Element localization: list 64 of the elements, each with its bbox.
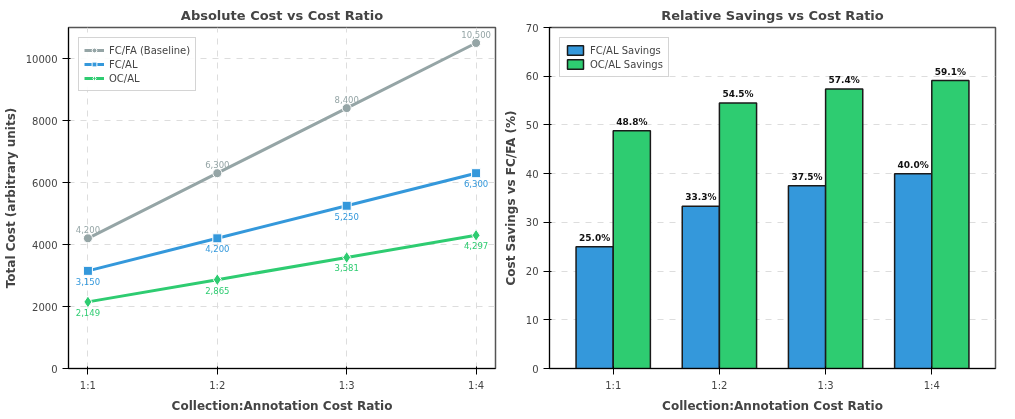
y-tick-label: 60	[525, 71, 539, 83]
x-tick-label: 1:4	[923, 379, 940, 391]
point	[212, 168, 223, 179]
point	[341, 103, 352, 114]
data-label: 6,300	[463, 179, 489, 190]
y-tick-label: 4000	[32, 239, 58, 251]
point	[83, 295, 93, 309]
data-label: 10,500	[461, 30, 491, 40]
data-label: 37.5%	[791, 171, 823, 182]
data-label: 3,150	[75, 276, 101, 287]
legend-label: FC/FA (Baseline)	[109, 43, 191, 57]
y-tick-label: 70	[525, 22, 539, 34]
x-tick-label: 1:1	[79, 379, 96, 391]
legend-label: OC/AL	[109, 71, 140, 85]
data-label: 25.0%	[579, 232, 611, 243]
y-tick-label: 0	[532, 363, 539, 375]
y-axis-title: Total Cost (arbitrary units)	[3, 107, 18, 289]
x-tick-label: 1:2	[209, 379, 226, 391]
data-label: 6,300	[205, 160, 230, 171]
data-label: 48.8%	[616, 116, 648, 127]
data-label: 57.4%	[828, 74, 860, 85]
y-tick-label: 50	[525, 119, 539, 131]
point	[341, 200, 352, 211]
y-tick-label: 20	[525, 266, 539, 278]
y-tick-label: 40	[525, 168, 539, 180]
data-label: 5,250	[334, 211, 359, 222]
y-tick-label: 8000	[32, 115, 58, 127]
chart-title: Absolute Cost vs Cost Ratio	[180, 7, 384, 23]
y-tick-label: 6000	[32, 177, 58, 189]
data-label: 40.0%	[897, 159, 929, 170]
point	[471, 228, 481, 242]
point	[212, 273, 222, 287]
data-label: 54.5%	[722, 88, 754, 99]
point	[471, 38, 482, 48]
y-tick-label: 0	[51, 363, 58, 375]
y-axis-title: Cost Savings vs FC/FA (%)	[503, 110, 518, 286]
y-tick-label: 2000	[32, 301, 58, 313]
data-label: 4,297	[463, 241, 489, 252]
y-tick-label: 10	[525, 314, 539, 326]
x-tick-label: 1:1	[605, 379, 622, 391]
point	[471, 168, 482, 179]
data-label: 59.1%	[934, 66, 966, 77]
legend-label: FC/AL Savings	[590, 43, 661, 57]
x-tick-label: 1:3	[338, 379, 355, 391]
x-axis-title: Collection:Annotation Cost Ratio	[171, 398, 393, 413]
data-label: 3,581	[334, 263, 359, 274]
x-tick-label: 1:2	[711, 379, 728, 391]
legend-label: FC/AL	[109, 57, 138, 71]
y-tick-label: 30	[525, 217, 539, 229]
data-label: 4,200	[75, 225, 101, 236]
x-tick-label: 1:3	[817, 379, 834, 391]
chart-title: Relative Savings vs Cost Ratio	[661, 7, 884, 23]
y-tick-label: 10000	[25, 53, 58, 65]
point	[82, 233, 93, 244]
data-label: 33.3%	[685, 192, 717, 203]
data-label: 2,149	[75, 307, 101, 318]
x-axis-title: Collection:Annotation Cost Ratio	[662, 398, 883, 413]
point	[82, 265, 93, 276]
point	[212, 233, 223, 244]
legend-label: OC/AL Savings	[590, 57, 663, 71]
point	[342, 250, 352, 264]
data-label: 2,865	[205, 285, 230, 296]
data-label: 4,200	[205, 244, 230, 255]
x-tick-label: 1:4	[468, 379, 485, 391]
